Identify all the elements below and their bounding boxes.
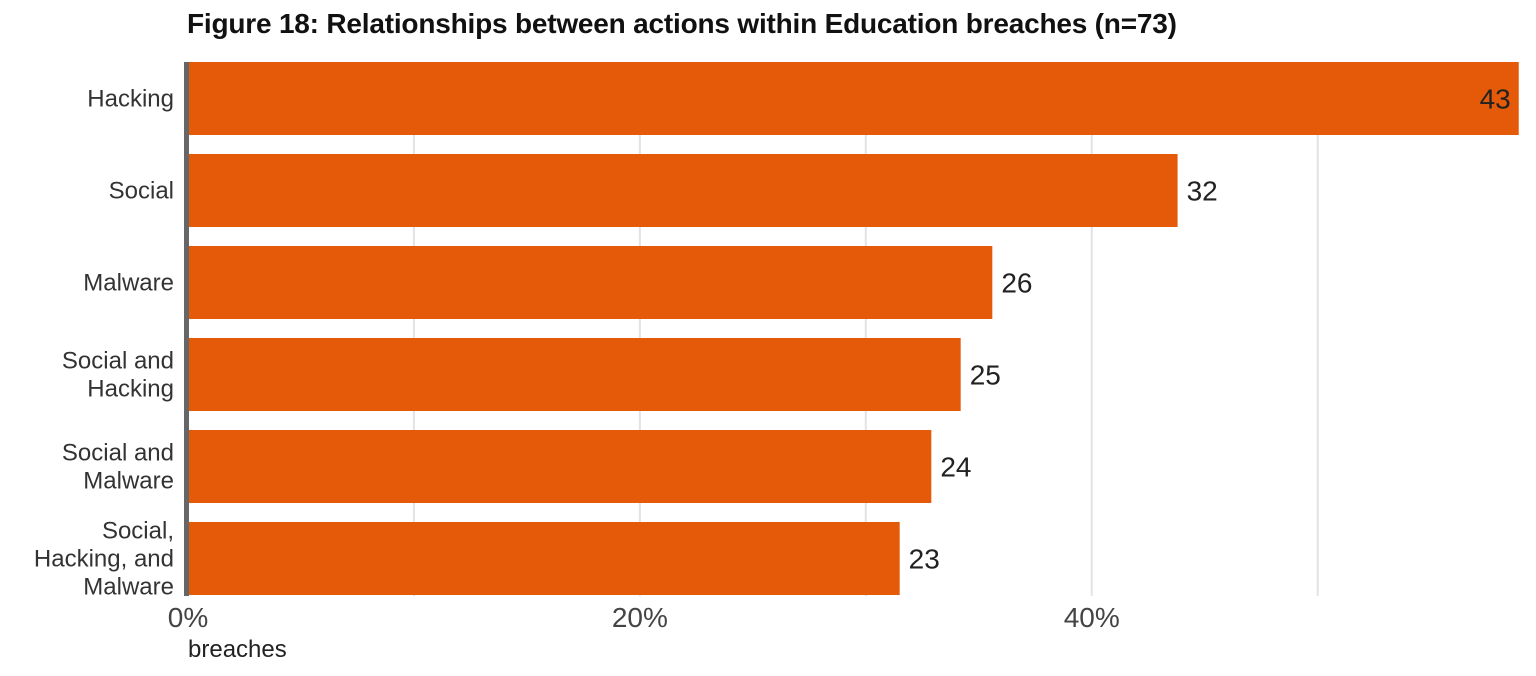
x-axis-label: breaches [188,636,287,663]
x-tick-label-0: 0% [168,602,208,633]
value-label-2: 26 [1001,268,1032,299]
bar-5 [188,522,900,595]
bar-2 [188,246,993,319]
value-label-0: 43 [1480,84,1511,115]
y-axis-line [184,62,189,596]
value-labels: 43 32 26 25 24 23 [909,84,1511,575]
chart-title: Figure 18: Relationships between actions… [187,8,1177,39]
category-label-4: Social and Malware [62,440,174,495]
gridlines [412,62,1319,596]
category-label-0: Hacking [87,86,174,113]
bars [188,62,1519,595]
category-label-5: Social, Hacking, and Malware [34,518,174,601]
y-axis-line-rect [184,62,189,596]
bar-1 [188,154,1178,227]
value-label-3: 25 [970,360,1001,391]
x-tick-labels: 0% 20% 40% [168,602,1120,633]
x-tick-label-2: 40% [1064,602,1120,633]
value-label-1: 32 [1187,176,1218,207]
bar-0 [188,62,1519,135]
value-label-4: 24 [940,452,971,483]
bar-4 [188,430,932,503]
value-label-5: 23 [909,544,940,575]
category-label-2: Malware [83,270,174,297]
category-labels: Hacking Social Malware Social and Hacking Soc… [34,86,174,601]
category-label-3: Social and Hacking [62,348,174,403]
bar-3 [188,338,961,411]
category-label-1: Social [109,178,174,205]
x-tick-label-1: 20% [612,602,668,633]
